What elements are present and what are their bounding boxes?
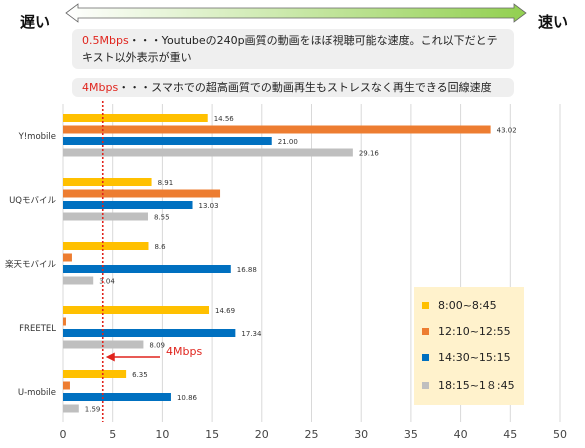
data-label: 29.16 (359, 150, 380, 158)
x-tick-label: 40 (454, 428, 468, 441)
x-tick-label: 45 (503, 428, 517, 441)
bar (63, 242, 149, 250)
speed-arrow-shape (65, 3, 527, 23)
note-low-speed: 0.5Mbps・・・Youtubeの240p画質の動画をほぼ視聴可能な速度。これ… (72, 29, 514, 69)
x-tick-label: 15 (205, 428, 219, 441)
bar (63, 329, 236, 337)
bar (63, 125, 491, 134)
category-label: FREETEL (19, 324, 56, 334)
data-label: 16.88 (237, 266, 257, 274)
bar (63, 276, 94, 285)
category-label: Y!mobile (18, 132, 56, 142)
speed-direction-arrow (65, 3, 527, 23)
category-label: U-mobile (18, 388, 56, 398)
bar (63, 253, 72, 262)
x-tick-label: 30 (354, 428, 368, 441)
data-label: 6.35 (132, 371, 148, 379)
note-low-speed-value: 0.5Mbps (82, 34, 129, 47)
bar (63, 114, 208, 122)
bar (63, 381, 70, 390)
legend-label: 12:10~12:55 (438, 325, 511, 338)
data-label: 13.03 (199, 202, 219, 210)
data-label: 8.09 (149, 342, 165, 350)
x-tick-label: 20 (255, 428, 269, 441)
x-tick-label: 5 (109, 428, 116, 441)
reference-line-label: 4Mbps (166, 345, 202, 358)
legend-item: 8:00~8:45 (422, 299, 497, 312)
data-label: 43.02 (497, 127, 517, 135)
bar (63, 265, 231, 273)
note-high-speed-value: 4Mbps (82, 81, 119, 94)
legend-swatch (422, 328, 429, 335)
legend-label: 8:00~8:45 (438, 299, 497, 312)
bar (63, 201, 193, 209)
legend-label: 14:30~15:15 (438, 351, 511, 364)
x-tick-label: 35 (404, 428, 418, 441)
bar (63, 393, 171, 401)
bar (63, 370, 127, 378)
bar (63, 137, 272, 145)
data-label: 8.55 (154, 214, 170, 222)
slow-label: 遅い (20, 13, 51, 31)
data-label: 21.00 (278, 138, 298, 146)
x-tick-label: 50 (553, 428, 567, 441)
bar (63, 404, 79, 413)
legend-swatch (422, 302, 429, 309)
data-label: 14.56 (214, 115, 235, 123)
legend-swatch (422, 354, 429, 361)
legend-item: 14:30~15:15 (422, 351, 511, 364)
speed-bar-chart: 0 5 10 15 20 25 30 35 40 45 50 Y!mobile 14.56 43.02 21… (5, 100, 567, 441)
bar (63, 317, 66, 326)
note-high-speed: 4Mbps・・・スマホでの超高画質での動画再生もストレスなく再生できる回線速度 (72, 78, 514, 97)
category-label: UQモバイル (9, 196, 56, 206)
legend-item: 12:10~12:55 (422, 325, 511, 338)
x-tick-label: 10 (155, 428, 169, 441)
data-label: 17.34 (241, 330, 262, 338)
category-label: 楽天モバイル (5, 259, 57, 270)
bar (63, 178, 152, 186)
x-tick-label: 0 (60, 428, 67, 441)
fast-label: 速い (538, 13, 569, 31)
legend-item: 18:15~1８:45 (422, 377, 515, 393)
bar (63, 306, 210, 314)
bar (63, 148, 353, 157)
bar (63, 189, 221, 198)
data-label: 10.86 (177, 394, 198, 402)
legend-label: 18:15~1８:45 (438, 379, 515, 392)
data-label: 3.04 (99, 278, 115, 286)
x-tick-label: 25 (305, 428, 319, 441)
legend-swatch (422, 382, 429, 389)
legend: 8:00~8:45 12:10~12:55 14:30~15:15 18:15~1８:… (414, 287, 524, 405)
reference-pointer-arrowhead (105, 352, 115, 362)
data-label: 8.6 (154, 243, 166, 251)
note-high-speed-text: ・・・スマホでの超高画質での動画再生もストレスなく再生できる回線速度 (118, 81, 492, 94)
data-label: 8.91 (158, 179, 174, 187)
bar (63, 340, 144, 349)
bar (63, 212, 148, 221)
note-low-speed-text: ・・・Youtubeの240p画質の動画をほぼ視聴可能な速度。これ以下だとテキス… (82, 34, 498, 64)
data-label: 14.69 (215, 307, 235, 315)
data-label: 1.59 (85, 406, 101, 414)
